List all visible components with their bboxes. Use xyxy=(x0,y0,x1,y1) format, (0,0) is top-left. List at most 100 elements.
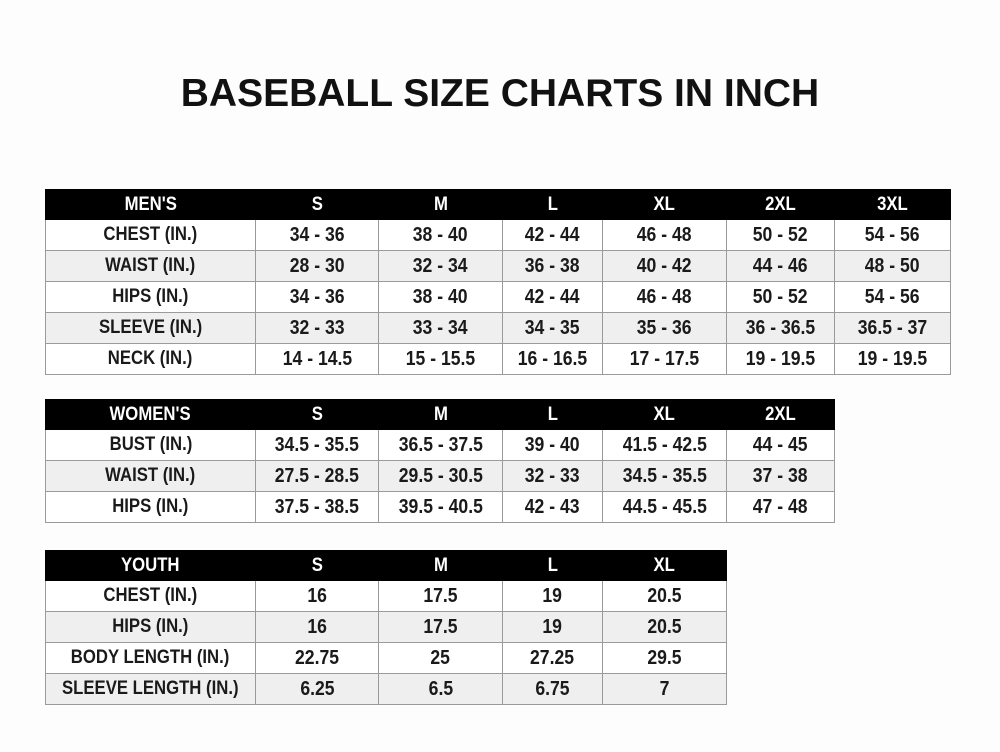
table-row: WAIST (IN.) 28 - 30 32 - 34 36 - 38 40 - 42 4… xyxy=(45,250,951,282)
header-text: L xyxy=(547,403,558,425)
cell-text: 54 - 56 xyxy=(865,223,920,246)
size-value: 6.75 xyxy=(502,673,603,705)
cell-text: 19 xyxy=(542,615,563,638)
size-value: 34 - 35 xyxy=(502,312,603,344)
cell-text: 27.25 xyxy=(530,646,575,669)
size-value: 42 - 43 xyxy=(502,491,603,523)
size-header: XL xyxy=(602,550,727,581)
measurement-label: NECK (IN.) xyxy=(45,343,256,375)
size-value: 33 - 34 xyxy=(378,312,503,344)
cell-text: 47 - 48 xyxy=(753,495,808,518)
measurement-label: CHEST (IN.) xyxy=(45,219,256,251)
measurement-label: WAIST (IN.) xyxy=(45,460,256,492)
header-row: WOMEN'S S M L XL 2XL xyxy=(45,399,835,430)
cell-text: 22.75 xyxy=(294,646,340,669)
table-row: HIPS (IN.) 16 17.5 19 20.5 xyxy=(45,611,727,643)
table-row: BUST (IN.) 34.5 - 35.5 36.5 - 37.5 39 - 40 4… xyxy=(45,429,835,461)
cell-text: 34.5 - 35.5 xyxy=(622,464,707,487)
size-header: L xyxy=(502,189,603,220)
size-value: 34.5 - 35.5 xyxy=(602,460,727,492)
measurement-label: HIPS (IN.) xyxy=(45,491,256,523)
size-value: 46 - 48 xyxy=(602,281,727,313)
cell-text: 14 - 14.5 xyxy=(282,347,352,370)
size-header: 2XL xyxy=(726,189,835,220)
measurement-label: HIPS (IN.) xyxy=(45,281,256,313)
size-header: S xyxy=(255,550,379,581)
size-value: 29.5 - 30.5 xyxy=(378,460,503,492)
cell-text: 36.5 - 37 xyxy=(857,316,928,339)
size-value: 44.5 - 45.5 xyxy=(602,491,727,523)
table-category-header: MEN'S xyxy=(45,189,256,220)
table-row: NECK (IN.) 14 - 14.5 15 - 15.5 16 - 16.5 17 … xyxy=(45,343,951,375)
header-row: MEN'S S M L XL 2XL 3XL xyxy=(45,189,951,220)
cell-text: 42 - 44 xyxy=(525,223,580,246)
cell-text: CHEST (IN.) xyxy=(103,224,198,245)
size-value: 46 - 48 xyxy=(602,219,727,251)
size-value: 50 - 52 xyxy=(726,219,835,251)
cell-text: 48 - 50 xyxy=(865,254,920,277)
size-header: XL xyxy=(602,399,727,430)
cell-text: 34.5 - 35.5 xyxy=(274,433,360,456)
measurement-label: SLEEVE LENGTH (IN.) xyxy=(45,673,256,705)
cell-text: 19 xyxy=(542,584,563,607)
header-text: XL xyxy=(653,193,676,215)
size-value: 32 - 34 xyxy=(378,250,503,282)
table-category-header: WOMEN'S xyxy=(45,399,256,430)
cell-text: 42 - 43 xyxy=(525,495,580,518)
cell-text: 46 - 48 xyxy=(637,223,692,246)
header-row: YOUTH S M L XL xyxy=(45,550,727,581)
size-value: 22.75 xyxy=(255,642,379,674)
cell-text: 37 - 38 xyxy=(753,464,808,487)
cell-text: 39 - 40 xyxy=(525,433,580,456)
table-row: CHEST (IN.) 34 - 36 38 - 40 42 - 44 46 - 48 5… xyxy=(45,219,951,251)
size-value: 50 - 52 xyxy=(726,281,835,313)
size-value: 54 - 56 xyxy=(834,219,951,251)
mens-size-table: MEN'S S M L XL 2XL 3XL CHEST (IN.) 34 - 36 38 - 4… xyxy=(45,189,951,375)
cell-text: BUST (IN.) xyxy=(109,434,192,455)
header-text: WOMEN'S xyxy=(109,403,192,425)
cell-text: 33 - 34 xyxy=(413,316,468,339)
size-value: 41.5 - 42.5 xyxy=(602,429,727,461)
cell-text: 32 - 34 xyxy=(413,254,468,277)
size-value: 42 - 44 xyxy=(502,281,603,313)
table-category-header: YOUTH xyxy=(45,550,256,581)
size-value: 29.5 xyxy=(602,642,727,674)
cell-text: 37.5 - 38.5 xyxy=(274,495,360,518)
measurement-label: WAIST (IN.) xyxy=(45,250,256,282)
size-header: 2XL xyxy=(726,399,835,430)
size-value: 27.25 xyxy=(502,642,603,674)
header-text: M xyxy=(433,403,448,425)
cell-text: 44.5 - 45.5 xyxy=(622,495,707,518)
size-value: 6.25 xyxy=(255,673,379,705)
cell-text: 19 - 19.5 xyxy=(857,347,928,370)
cell-text: 6.25 xyxy=(299,677,335,700)
size-value: 40 - 42 xyxy=(602,250,727,282)
cell-text: 32 - 33 xyxy=(525,464,580,487)
table-row: HIPS (IN.) 37.5 - 38.5 39.5 - 40.5 42 - 43 4… xyxy=(45,491,835,523)
size-value: 6.5 xyxy=(378,673,503,705)
size-value: 54 - 56 xyxy=(834,281,951,313)
size-value: 16 xyxy=(255,611,379,643)
size-header: M xyxy=(378,189,503,220)
size-value: 32 - 33 xyxy=(255,312,379,344)
cell-text: HIPS (IN.) xyxy=(112,286,189,307)
header-text: 3XL xyxy=(877,193,908,215)
cell-text: 16 - 16.5 xyxy=(517,347,588,370)
size-value: 36 - 38 xyxy=(502,250,603,282)
cell-text: 54 - 56 xyxy=(865,285,920,308)
size-value: 44 - 45 xyxy=(726,429,835,461)
cell-text: 17.5 xyxy=(423,615,458,638)
size-value: 14 - 14.5 xyxy=(255,343,379,375)
header-text: 2XL xyxy=(765,403,796,425)
size-value: 19 xyxy=(502,611,603,643)
cell-text: 41.5 - 42.5 xyxy=(622,433,707,456)
size-value: 7 xyxy=(602,673,727,705)
size-value: 34.5 - 35.5 xyxy=(255,429,379,461)
header-text: YOUTH xyxy=(121,554,180,576)
table-row: WAIST (IN.) 27.5 - 28.5 29.5 - 30.5 32 - 33… xyxy=(45,460,835,492)
cell-text: 16 xyxy=(307,615,327,638)
size-value: 27.5 - 28.5 xyxy=(255,460,379,492)
cell-text: 29.5 xyxy=(647,646,682,669)
size-value: 39 - 40 xyxy=(502,429,603,461)
size-value: 17 - 17.5 xyxy=(602,343,727,375)
